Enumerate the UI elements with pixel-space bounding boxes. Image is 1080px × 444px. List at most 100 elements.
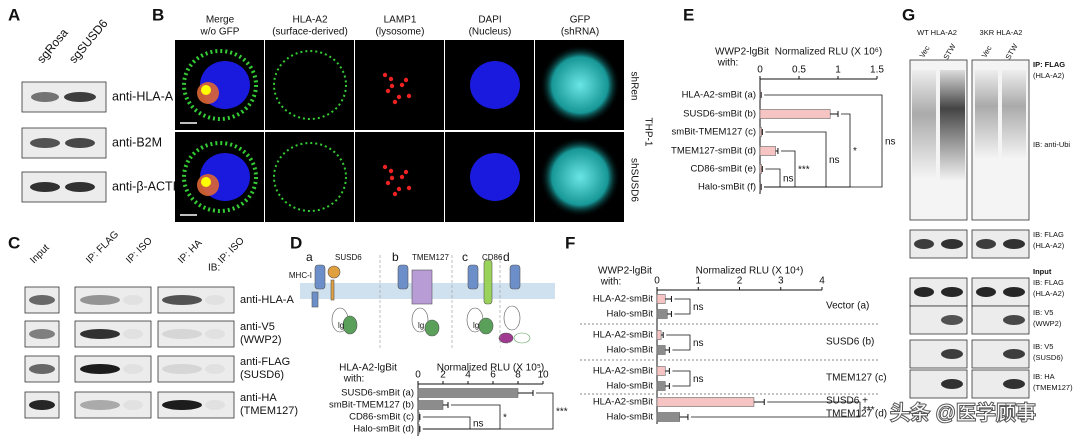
protein-label: TMEM127	[412, 253, 449, 262]
band	[29, 400, 55, 410]
bracket	[764, 168, 781, 188]
blot-label: Input	[1033, 267, 1052, 276]
category-label: CD86-smBit (c)	[349, 412, 414, 423]
protein-label: lg	[473, 321, 479, 330]
group-label: WT HLA-A2	[917, 28, 957, 37]
gfp	[540, 137, 620, 217]
error-bar	[667, 311, 672, 317]
bar	[417, 412, 420, 422]
error-bar	[665, 296, 672, 302]
bar	[656, 412, 680, 422]
bracket	[422, 392, 554, 430]
band	[65, 182, 95, 192]
category-label: TMEM127-smBit (d)	[671, 146, 756, 157]
error-bar	[761, 166, 763, 172]
nucleus	[470, 61, 520, 109]
band	[31, 92, 59, 102]
bar	[759, 90, 762, 100]
row-label: shSUSD6	[628, 158, 639, 202]
lane-label: Vec	[918, 44, 932, 60]
band	[30, 182, 60, 192]
lane-label: Input	[28, 242, 52, 266]
band	[29, 364, 55, 374]
cartoon-letter: d	[503, 250, 510, 264]
blot-label: (SUSD6)	[1033, 353, 1064, 362]
x-tick-label: 1	[695, 276, 701, 287]
blot-label: anti-β-ACTIN	[112, 179, 185, 193]
protein-label: CD86	[482, 253, 503, 262]
x-tick-label: 2	[737, 276, 743, 287]
category-label: smBit-TMEM127 (c)	[672, 127, 756, 138]
lane-label: STW	[941, 41, 958, 61]
category-label: Halo-smBit	[607, 309, 654, 320]
category-label: HLA-A2-smBit	[593, 397, 654, 408]
lysosome	[399, 82, 405, 88]
category-label: HLA-A2-smBit	[593, 294, 654, 305]
error-bar	[443, 402, 449, 408]
chart-title: with:	[343, 374, 365, 385]
lane-label: sgRosa	[34, 26, 71, 66]
band	[914, 239, 934, 249]
band	[65, 138, 95, 148]
significance-label: *	[853, 146, 857, 157]
category-label: Halo-smBit	[607, 345, 654, 356]
lysosome	[382, 72, 388, 78]
panel-letter: B	[152, 5, 164, 24]
bracket	[690, 401, 861, 418]
blot-label: (HLA-A2)	[1033, 241, 1065, 250]
band	[29, 329, 55, 339]
column-header: GFP	[570, 15, 591, 26]
band	[914, 287, 934, 297]
x-tick-label: 0	[415, 370, 421, 381]
blot-label: (HLA-A2)	[1033, 71, 1065, 80]
group-label: SUSD6 +	[826, 396, 868, 407]
band	[162, 400, 202, 410]
lysosome	[406, 185, 412, 191]
bar	[759, 127, 762, 137]
bar	[656, 397, 755, 407]
blot-label: IB: HA	[1033, 372, 1055, 381]
category-label: SUSD6-smBit (a)	[341, 388, 414, 399]
column-header: (surface-derived)	[272, 27, 348, 38]
panel-letter: E	[683, 5, 694, 24]
category-label: Halo-smBit (f)	[698, 182, 756, 193]
error-bar	[419, 414, 421, 420]
lane-label: IP: FLAG	[84, 229, 121, 266]
nucleus	[470, 153, 520, 201]
group-label: 3KR HLA-A2	[980, 28, 1023, 37]
bar	[656, 366, 666, 376]
significance-label: ns	[693, 374, 704, 385]
band	[162, 295, 202, 305]
band	[80, 295, 120, 305]
category-label: Halo-smBit	[607, 412, 654, 423]
lysosome	[385, 88, 391, 94]
lysosome	[403, 77, 409, 83]
lysosome	[201, 177, 211, 187]
lysosome	[388, 76, 394, 82]
bar	[656, 309, 668, 319]
blot-label: (WWP2)	[1033, 319, 1062, 328]
row-label: shRen	[628, 72, 639, 101]
blot-label: IP: FLAG	[1033, 60, 1065, 69]
bracket	[674, 298, 691, 315]
chart-title: with:	[717, 58, 739, 69]
band	[1003, 379, 1025, 389]
blot-label: (HLA-A2)	[1033, 289, 1065, 298]
x-tick-label: 3	[778, 276, 784, 287]
column-header: (Nucleus)	[469, 27, 512, 38]
blot-label: IB: FLAG	[1033, 278, 1064, 287]
blot-label: (TMEM127)	[240, 405, 298, 417]
significance-label: ns	[693, 302, 704, 313]
x-tick-label: 0	[757, 65, 763, 76]
cell-membrane	[273, 50, 347, 120]
bracket	[422, 416, 471, 430]
lane-label: sgSUSD6	[66, 16, 111, 66]
micrograph	[265, 132, 354, 222]
band	[205, 400, 225, 410]
column-header: LAMP1	[384, 15, 417, 26]
significance-label: *	[503, 413, 507, 424]
band	[162, 329, 202, 339]
protein-label: lg	[338, 321, 344, 330]
x-axis-label: Normalized RLU (X 10⁴)	[696, 266, 804, 277]
